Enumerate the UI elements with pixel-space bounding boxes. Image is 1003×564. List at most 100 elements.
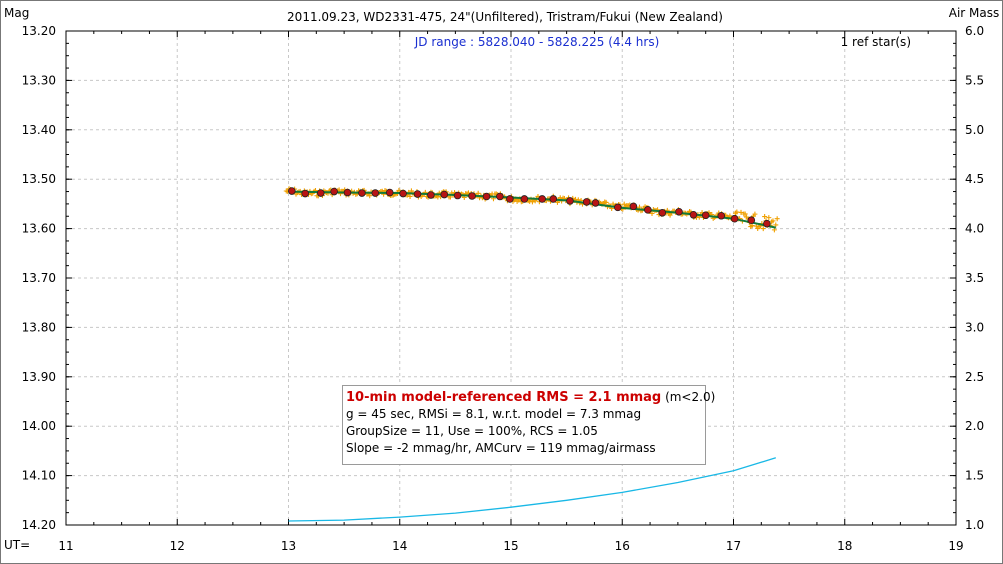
raw-point bbox=[742, 211, 748, 217]
y-tick-label: 14.10 bbox=[22, 469, 56, 483]
x-tick-label: 13 bbox=[281, 539, 296, 553]
binned-point bbox=[701, 211, 710, 220]
binned-point bbox=[644, 206, 652, 214]
y2-tick-label: 3.5 bbox=[965, 271, 984, 285]
y-tick-label: 13.30 bbox=[22, 73, 56, 87]
binned-point bbox=[413, 190, 422, 198]
y2-tick-label: 4.5 bbox=[965, 172, 984, 186]
x-tick-label: 19 bbox=[948, 539, 963, 553]
x-axis-label: UT= bbox=[4, 538, 30, 552]
binned-point bbox=[330, 187, 338, 196]
binned-point bbox=[549, 195, 558, 203]
raw-point bbox=[752, 211, 758, 217]
binned-point bbox=[675, 208, 683, 216]
y-tick-label: 13.50 bbox=[22, 172, 56, 186]
x-tick-label: 17 bbox=[726, 539, 741, 553]
y-tick-label: 14.00 bbox=[22, 419, 56, 433]
binned-point bbox=[763, 219, 771, 228]
y2-tick-label: 1.5 bbox=[965, 469, 984, 483]
binned-point bbox=[496, 192, 504, 201]
y-tick-label: 14.20 bbox=[22, 518, 56, 532]
binned-point bbox=[399, 189, 407, 198]
raw-point bbox=[367, 193, 373, 199]
binned-point bbox=[288, 187, 296, 195]
binned-point bbox=[582, 198, 591, 206]
y-tick-label: 13.80 bbox=[22, 320, 56, 334]
axis-ticks bbox=[65, 30, 957, 526]
raw-point bbox=[766, 215, 772, 221]
binned-point bbox=[506, 195, 514, 203]
y-tick-label: 13.70 bbox=[22, 271, 56, 285]
stats-rms-highlight: 10-min model-referenced RMS = 2.1 mmag bbox=[346, 390, 662, 405]
y2-tick-label: 2.0 bbox=[965, 419, 984, 433]
tick-labels: 11 12 13 14 15 16 17 18 19 13.20 13.30 13.40 13.50 13… bbox=[22, 24, 984, 553]
binned-point bbox=[482, 192, 491, 201]
x-tick-label: 12 bbox=[170, 539, 185, 553]
raw-point bbox=[621, 201, 627, 207]
raw-point bbox=[407, 193, 413, 199]
raw-point bbox=[738, 209, 744, 215]
stats-rms-line: 10-min model-referenced RMS = 2.1 mmag (… bbox=[346, 389, 715, 406]
raw-point bbox=[603, 199, 609, 205]
binned-point bbox=[358, 189, 366, 197]
raw-point bbox=[762, 214, 768, 220]
raw-point bbox=[475, 190, 481, 196]
stats-box: 10-min model-referenced RMS = 2.1 mmag (… bbox=[342, 385, 715, 465]
stats-line-4: Slope = -2 mmag/hr, AMCurv = 119 mmag/ai… bbox=[346, 441, 656, 455]
grid-lines bbox=[66, 31, 956, 525]
y2-tick-label: 5.5 bbox=[965, 73, 984, 87]
y2-tick-label: 1.0 bbox=[965, 518, 984, 532]
binned-point bbox=[301, 189, 309, 198]
x-tick-label: 18 bbox=[837, 539, 852, 553]
binned-point bbox=[468, 192, 476, 200]
binned-points-layer bbox=[288, 187, 771, 228]
raw-point bbox=[770, 218, 776, 224]
binned-point bbox=[440, 190, 449, 199]
binned-point bbox=[343, 188, 352, 197]
y2-tick-label: 4.0 bbox=[965, 222, 984, 236]
x-tick-label: 14 bbox=[392, 539, 407, 553]
y-tick-label: 13.40 bbox=[22, 123, 56, 137]
binned-point bbox=[747, 216, 756, 225]
y2-tick-label: 5.0 bbox=[965, 123, 984, 137]
y2-tick-label: 3.0 bbox=[965, 320, 984, 334]
y-tick-label: 13.60 bbox=[22, 222, 56, 236]
stats-line-3: GroupSize = 11, Use = 100%, RCS = 1.05 bbox=[346, 424, 598, 438]
x-tick-label: 16 bbox=[615, 539, 630, 553]
ref-stars-label: 1 ref star(s) bbox=[841, 35, 911, 49]
binned-point bbox=[730, 214, 739, 223]
binned-point bbox=[427, 191, 435, 199]
binned-point bbox=[538, 195, 546, 203]
airmass-layer bbox=[288, 457, 776, 522]
stats-rms-suffix: (m<2.0) bbox=[661, 390, 716, 404]
binned-point bbox=[453, 191, 462, 200]
binned-point bbox=[658, 208, 667, 217]
y-tick-label: 13.20 bbox=[22, 24, 56, 38]
raw-point bbox=[774, 216, 780, 222]
binned-point bbox=[385, 188, 394, 197]
binned-point bbox=[689, 210, 698, 219]
binned-point bbox=[566, 197, 574, 205]
binned-point bbox=[613, 203, 622, 212]
airmass-curve bbox=[288, 457, 776, 522]
stats-line-2: g = 45 sec, RMSi = 8.1, w.r.t. model = 7… bbox=[346, 407, 642, 421]
binned-point bbox=[520, 195, 529, 203]
raw-point bbox=[734, 209, 740, 215]
raw-point bbox=[649, 210, 655, 216]
raw-point bbox=[760, 226, 766, 232]
y2-tick-label: 6.0 bbox=[965, 24, 984, 38]
jd-range-subtitle: JD range : 5828.040 - 5828.225 (4.4 hrs) bbox=[414, 35, 660, 49]
binned-point bbox=[717, 211, 726, 220]
y2-tick-label: 2.5 bbox=[965, 370, 984, 384]
binned-point bbox=[371, 189, 380, 197]
x-tick-label: 15 bbox=[503, 539, 518, 553]
x-tick-label: 11 bbox=[58, 539, 73, 553]
binned-point bbox=[629, 202, 638, 211]
y-axis-label: Mag bbox=[4, 6, 29, 20]
chart-title: 2011.09.23, WD2331-475, 24"(Unfiltered),… bbox=[287, 10, 723, 24]
binned-point bbox=[591, 199, 600, 207]
y-tick-label: 13.90 bbox=[22, 370, 56, 384]
binned-point bbox=[316, 189, 325, 197]
